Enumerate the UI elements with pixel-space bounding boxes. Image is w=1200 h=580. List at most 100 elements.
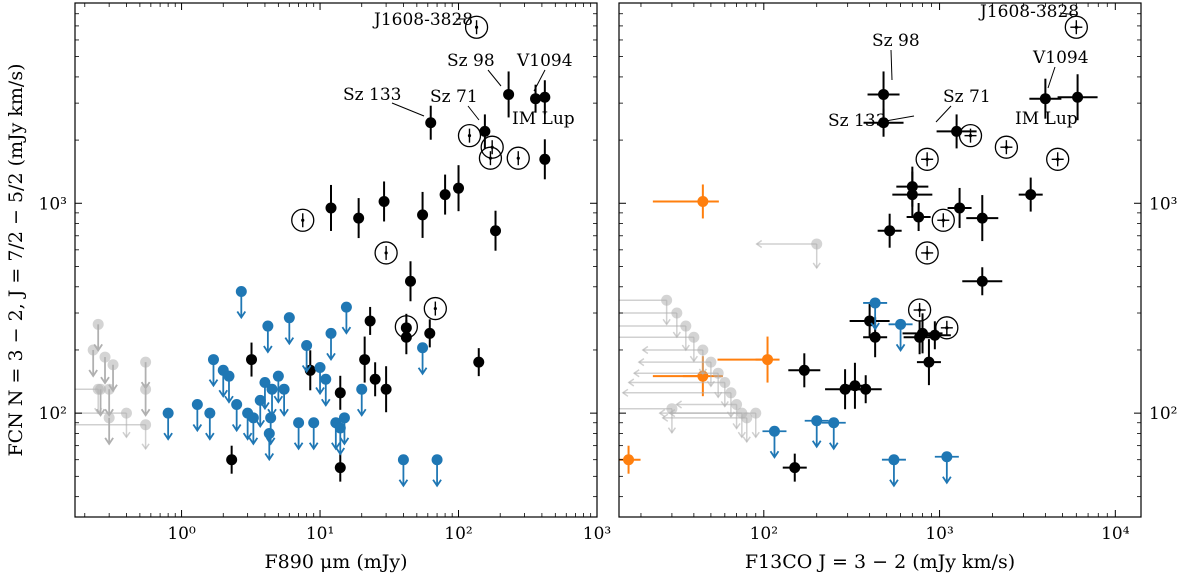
data-point — [1029, 78, 1062, 119]
data-point — [140, 383, 152, 417]
data-point — [473, 348, 485, 377]
data-point — [226, 445, 238, 474]
data-point — [453, 165, 465, 212]
data-point — [259, 376, 271, 411]
data-point — [637, 356, 717, 388]
data-point — [935, 316, 959, 340]
data-point — [75, 419, 152, 451]
data-point — [627, 376, 731, 408]
data-point — [380, 366, 392, 413]
axes-frame — [74, 2, 598, 518]
data-point — [404, 261, 416, 302]
y-ticks: 10² 10³ — [39, 2, 597, 498]
data-point — [863, 108, 904, 137]
data-point — [619, 294, 673, 326]
data-point — [658, 407, 762, 439]
data-point — [162, 407, 174, 441]
data-point — [782, 453, 807, 482]
data-point — [417, 191, 429, 238]
annotation-sz98-right: Sz 98 — [872, 31, 920, 51]
data-point — [539, 80, 551, 115]
data-point — [849, 375, 882, 404]
x-tick-label: 10⁴ — [1101, 524, 1130, 544]
data-point — [619, 403, 678, 435]
data-point — [340, 301, 352, 335]
data-point — [263, 427, 275, 462]
data-point — [394, 315, 419, 339]
data-point — [207, 354, 219, 388]
data-point — [334, 422, 346, 456]
data-point — [417, 342, 429, 376]
data-point — [314, 361, 326, 396]
data-point — [242, 407, 254, 441]
data-point — [641, 344, 709, 376]
data-point — [918, 321, 951, 350]
x-tick-label: 10³ — [925, 524, 953, 544]
data-point — [191, 398, 203, 433]
data-point — [1018, 177, 1043, 212]
data-point — [661, 412, 753, 444]
data-point — [849, 303, 890, 338]
data-point — [293, 417, 305, 451]
series-2 — [762, 297, 959, 488]
data-point — [479, 114, 491, 149]
data-point — [254, 394, 266, 429]
data-point — [881, 454, 906, 488]
annotation-imlup-right: IM Lup — [1015, 109, 1078, 129]
left-panel: 10⁰ 10¹ 10² 10³ 10² 10³ F890 μm (mJy) FCN N = 3… — [5, 2, 611, 573]
annotation-imlup-left: IM Lup — [512, 109, 575, 129]
data-point — [877, 213, 902, 248]
data-point — [374, 241, 398, 265]
data-point — [619, 331, 700, 363]
data-point — [283, 312, 295, 346]
data-point — [247, 412, 259, 446]
data-point — [397, 454, 409, 488]
y-ticks: 10² 10³ — [619, 2, 1177, 498]
annotation-sz98-left: Sz 98 — [447, 51, 495, 71]
left-annotations: J1608-3828 Sz 98 V1094 Sz 133 Sz 71 IM L… — [343, 10, 575, 129]
data-point — [503, 71, 515, 118]
series-4 — [291, 15, 530, 339]
data-point — [99, 351, 111, 385]
plot-area — [75, 15, 551, 488]
data-point — [530, 84, 542, 113]
data-point — [359, 336, 371, 383]
annotation-sz133-left: Sz 133 — [343, 85, 401, 105]
annotation-sz71-right: Sz 71 — [943, 87, 991, 107]
data-point — [821, 417, 846, 451]
series-0 — [782, 71, 1098, 482]
data-point — [439, 174, 451, 215]
data-point — [378, 181, 390, 222]
data-point — [140, 356, 152, 390]
data-point — [92, 318, 104, 352]
series-1 — [162, 285, 443, 488]
data-point — [788, 353, 821, 388]
data-point — [103, 412, 115, 446]
axes-frame — [618, 2, 1142, 518]
x-tick-label: 10³ — [583, 524, 611, 544]
y-tick-label: 10² — [1149, 404, 1177, 424]
x-tick-label: 10² — [750, 524, 778, 544]
series-3 — [619, 238, 823, 444]
data-point — [892, 171, 933, 218]
data-point — [424, 319, 436, 348]
x-ticks: 10² 10³ 10⁴ — [640, 3, 1130, 544]
data-point — [369, 362, 381, 397]
right-panel: 10² 10³ 10⁴ 10² 10³ F13CO J = 3 − 2 (mJy km/s… — [618, 2, 1177, 573]
plot-area — [619, 15, 1098, 488]
data-point — [675, 398, 743, 430]
data-point — [916, 339, 941, 386]
annotation-sz71-left: Sz 71 — [430, 87, 478, 107]
x-axis-label: F890 μm (mJy) — [264, 551, 407, 573]
data-point — [619, 320, 692, 352]
data-point — [338, 412, 350, 446]
data-point — [931, 208, 955, 232]
data-point — [464, 15, 489, 39]
data-point — [619, 445, 641, 474]
data-point — [755, 238, 823, 270]
data-point — [425, 105, 437, 140]
series-0 — [226, 71, 551, 482]
data-point — [478, 146, 503, 170]
data-point — [457, 123, 482, 148]
